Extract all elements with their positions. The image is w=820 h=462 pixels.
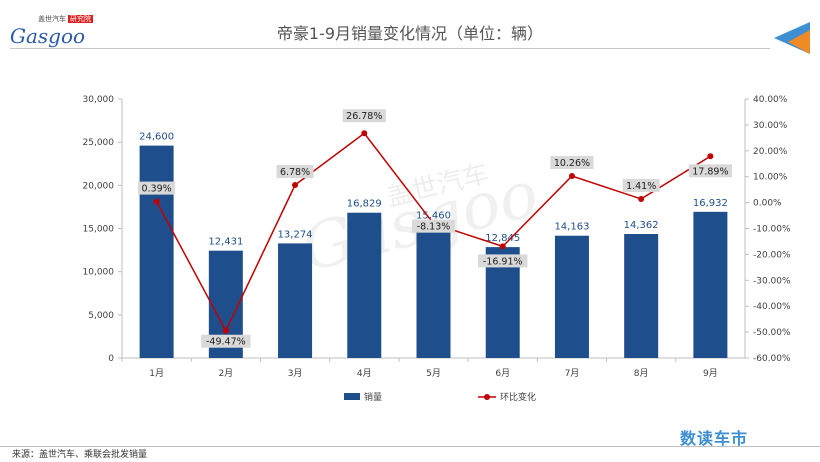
sales-bar [347, 212, 382, 358]
right-tick-label: 30.00% [753, 121, 788, 131]
legend-line-marker [484, 394, 490, 400]
bar-value-label: 16,932 [693, 198, 728, 209]
right-tick-label: -20.00% [753, 250, 791, 260]
x-tick-label: 4月 [357, 368, 372, 379]
gasgoo-logo: 盖世汽车 研究院 Gasgoo [10, 14, 100, 48]
mom-value-label: 1.41% [626, 181, 656, 192]
sales-bar [139, 145, 174, 358]
legend-bar-swatch [344, 393, 360, 400]
mom-point [222, 327, 229, 334]
sales-bar [416, 224, 451, 358]
left-tick-label: 20,000 [83, 181, 115, 191]
mom-label-box [276, 165, 314, 179]
left-tick-label: 0 [108, 354, 114, 364]
x-tick-label: 7月 [565, 368, 580, 379]
x-tick-label: 5月 [426, 368, 441, 379]
left-tick-label: 25,000 [83, 138, 115, 148]
mom-value-label: -8.13% [417, 222, 451, 233]
mom-value-label: 0.39% [142, 184, 172, 195]
mom-value-label: 17.89% [692, 166, 728, 177]
mom-label-box [201, 334, 251, 348]
mom-point [361, 130, 368, 137]
legend-line-label: 环比变化 [500, 391, 536, 403]
bar-value-label: 14,163 [554, 222, 589, 233]
mom-label-box [342, 109, 386, 123]
bar-value-label: 12,845 [485, 233, 520, 244]
mom-point [568, 173, 575, 180]
mom-value-label: 6.78% [280, 167, 310, 178]
sales-bar [693, 211, 728, 358]
left-tick-label: 30,000 [83, 95, 115, 105]
right-tick-label: -10.00% [753, 225, 791, 235]
mom-value-label: 26.78% [346, 111, 382, 122]
mom-label-box [138, 181, 176, 195]
bar-value-label: 14,362 [624, 220, 659, 231]
bar-value-label: 16,829 [347, 199, 382, 210]
right-tick-label: 20.00% [753, 147, 788, 157]
left-tick-label: 5,000 [88, 311, 114, 321]
x-tick-label: 2月 [218, 368, 233, 379]
bar-value-label: 15,460 [416, 211, 451, 222]
mom-label-box [411, 219, 456, 233]
x-tick-label: 1月 [149, 368, 164, 379]
logo-wordmark: Gasgoo [10, 24, 86, 48]
logo-company-text: 盖世汽车 [38, 15, 66, 23]
x-tick-label: 3月 [288, 368, 303, 379]
sales-bar [554, 235, 589, 358]
bar-value-label: 12,431 [208, 237, 243, 248]
bar-value-label: 24,600 [139, 132, 174, 143]
mom-point [707, 153, 714, 160]
sales-bar [278, 243, 313, 358]
mom-point [292, 182, 299, 189]
mom-label-box [688, 164, 732, 178]
source-note: 来源：盖世汽车、乘联会批发销量 [12, 450, 148, 460]
right-tick-label: -30.00% [753, 276, 791, 286]
right-tick-label: -50.00% [753, 328, 791, 338]
logo-subtitle: 盖世汽车 研究院 [38, 14, 93, 24]
bar-value-label: 13,274 [278, 229, 313, 240]
mom-point [638, 195, 645, 202]
mom-label-box [550, 156, 594, 170]
brand-mark: 数读车市 [680, 429, 749, 448]
right-tick-label: 0.00% [753, 199, 782, 209]
sales-bar [624, 234, 659, 358]
right-tick-label: 40.00% [753, 95, 788, 105]
mom-value-label: 10.26% [554, 158, 590, 169]
mom-point [153, 198, 160, 205]
mom-label-box [478, 254, 528, 268]
mom-value-label: -49.47% [206, 337, 246, 348]
footer-divider [0, 446, 820, 447]
right-tick-label: 10.00% [753, 173, 788, 183]
left-tick-label: 15,000 [83, 225, 115, 235]
x-tick-label: 6月 [495, 368, 510, 379]
back-arrow-icon [774, 22, 810, 54]
left-tick-label: 10,000 [83, 268, 115, 278]
right-tick-label: -40.00% [753, 302, 791, 312]
x-tick-label: 9月 [703, 368, 718, 379]
x-tick-label: 8月 [634, 368, 649, 379]
legend-bar-label: 销量 [364, 391, 382, 403]
mom-label-box [622, 178, 660, 192]
logo-tag: 研究院 [68, 15, 93, 23]
mom-value-label: -16.91% [483, 256, 523, 267]
chart-title: 帝豪1-9月销量变化情况（单位：辆） [276, 24, 544, 43]
right-tick-label: -60.00% [753, 354, 791, 364]
mom-point [499, 243, 506, 250]
title-divider [10, 48, 770, 49]
